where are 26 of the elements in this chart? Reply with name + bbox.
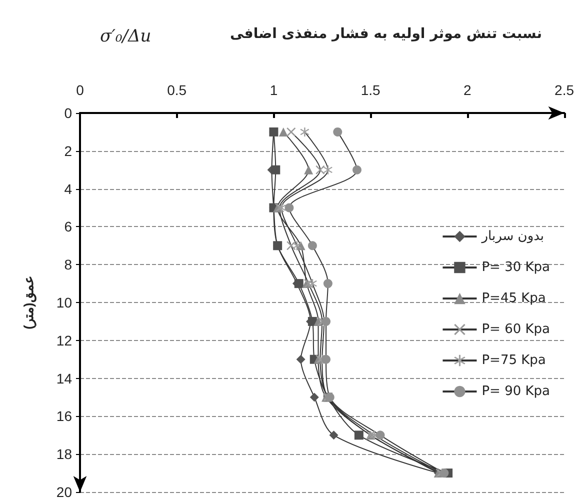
y-tick-label: 16 xyxy=(56,408,72,424)
y-tick-label: 18 xyxy=(56,446,72,462)
x-tick-label: 2 xyxy=(464,82,472,98)
y-tick-label: 8 xyxy=(64,256,72,273)
y-tick-label: 2 xyxy=(64,142,72,159)
x-tick-label: 1.5 xyxy=(360,82,381,98)
y-tick-label: 6 xyxy=(64,218,72,235)
chart-title: نسبت تنش موثر اولیه به فشار منفذی اضافی xyxy=(230,26,542,42)
x-tick-label: 0.5 xyxy=(167,82,187,98)
legend-label: P=75 Kpa xyxy=(482,353,546,368)
y-tick-label: 10 xyxy=(56,294,72,310)
y-tick-label: 4 xyxy=(64,180,72,197)
x-tick-label: 2.5 xyxy=(554,82,574,98)
y-axis-title: عمق(متر) xyxy=(21,276,37,330)
legend-label: بدون سربار xyxy=(480,229,544,244)
x-tick-label: 1 xyxy=(270,82,278,98)
y-tick-label: 14 xyxy=(56,370,72,386)
y-tick-label: 20 xyxy=(56,484,72,499)
y-tick-label: 0 xyxy=(64,105,72,121)
x-tick-label: 0 xyxy=(76,82,84,98)
legend-label: P= 60 Kpa xyxy=(482,322,550,337)
x-axis-title: σ′₀/Δu xyxy=(100,26,152,46)
legend-label: P=45 Kpa xyxy=(482,291,546,306)
legend-label: P= 90 Kpa xyxy=(482,384,550,399)
y-tick-label: 12 xyxy=(56,332,72,348)
legend-label: P= 30 Kpa xyxy=(482,260,550,275)
